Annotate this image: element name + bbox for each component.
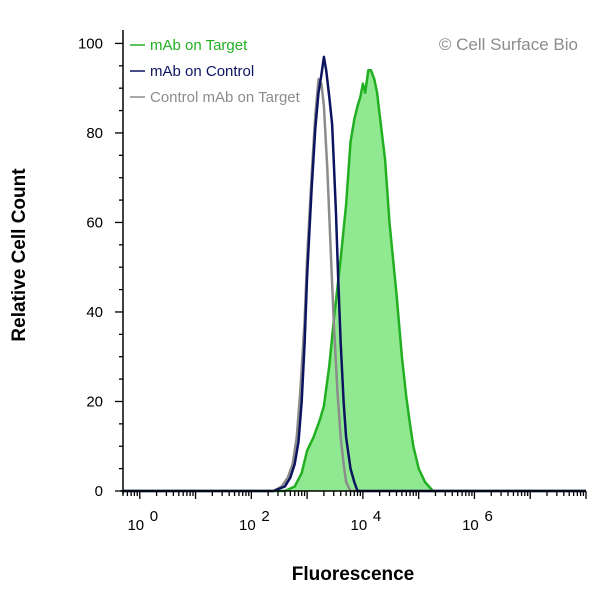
x-tick-label: 10 (239, 517, 256, 534)
y-axis-title: Relative Cell Count (9, 168, 30, 342)
series-area-mab-on-target (123, 70, 586, 492)
x-axis-title: Fluorescence (292, 564, 415, 585)
x-tick-exponent: 0 (150, 508, 158, 525)
x-tick-exponent: 4 (373, 508, 381, 525)
x-tick-label: 10 (127, 517, 144, 534)
x-tick-exponent: 6 (484, 508, 492, 525)
y-tick-label: 100 (78, 35, 103, 52)
x-axis: 10 0 10 2 10 4 10 6 (120, 490, 587, 534)
series-line-control-mab-on-target (123, 77, 586, 493)
series-line-mab-on-target (123, 69, 586, 493)
x-tick-exponent: 2 (261, 508, 269, 525)
x-tick-label: 10 (462, 517, 479, 534)
y-tick-label: 40 (86, 304, 103, 321)
watermark-text: © Cell Surface Bio (439, 35, 578, 54)
legend-label: Control mAb on Target (150, 89, 301, 106)
x-tick-label: 10 (351, 517, 368, 534)
legend-label: mAb on Target (150, 37, 248, 54)
legend: mAb on Target mAb on Control Control mAb o… (130, 37, 301, 106)
plot-area (123, 55, 586, 493)
legend-label: mAb on Control (150, 63, 254, 80)
y-tick-label: 20 (86, 393, 103, 410)
y-tick-label: 0 (95, 483, 103, 500)
y-axis: 0 20 40 60 80 100 (78, 30, 124, 500)
y-tick-label: 60 (86, 214, 103, 231)
y-tick-label: 80 (86, 125, 103, 142)
series-line-mab-on-control (123, 55, 586, 493)
